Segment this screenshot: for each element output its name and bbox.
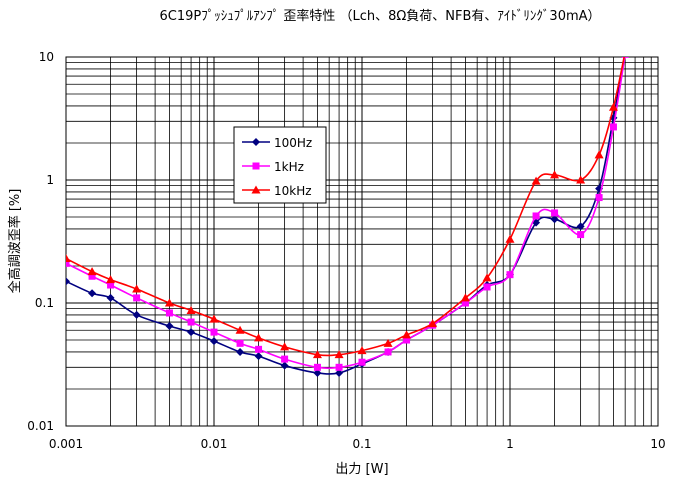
data-point-1khz — [210, 328, 218, 336]
data-point-10khz — [357, 346, 367, 355]
data-point-1khz — [281, 355, 289, 363]
y-tick-label: 0.1 — [35, 296, 54, 310]
legend-label-10khz: 10kHz — [274, 184, 312, 198]
data-point-1khz — [461, 299, 469, 307]
data-point-1khz — [255, 345, 263, 353]
data-point-100hz — [550, 215, 559, 224]
data-point-100hz — [210, 337, 218, 346]
data-point-10khz — [550, 170, 560, 179]
data-point-1khz — [532, 212, 540, 220]
legend: 100Hz 1kHz 10kHz — [233, 126, 327, 204]
data-point-1khz — [577, 231, 585, 239]
x-axis-ticks: 0.001 0.01 0.1 1 10 — [49, 437, 666, 451]
legend-marker-1khz — [252, 162, 260, 170]
data-point-1khz — [335, 363, 343, 371]
data-point-10khz — [235, 325, 245, 334]
y-axis-label: 全高調波歪率 [%] — [7, 189, 23, 294]
data-point-10khz — [106, 275, 116, 284]
data-point-10khz — [505, 234, 515, 243]
x-tick-label: 1 — [506, 437, 514, 451]
y-tick-label: 1 — [46, 173, 54, 187]
data-point-100hz — [280, 361, 289, 370]
data-point-100hz — [165, 322, 174, 331]
data-point-1khz — [236, 339, 244, 347]
data-point-1khz — [66, 259, 70, 267]
data-point-10khz — [576, 175, 586, 184]
data-point-10khz — [312, 350, 322, 359]
grid-lines — [65, 57, 658, 427]
data-point-10khz — [280, 342, 290, 351]
data-point-100hz — [313, 368, 322, 377]
series-layer — [66, 57, 629, 377]
data-point-1khz — [187, 318, 195, 326]
data-point-10khz — [164, 298, 174, 307]
data-point-1khz — [107, 281, 115, 289]
data-point-1khz — [384, 348, 392, 356]
data-point-10khz — [428, 319, 438, 328]
data-point-1khz — [506, 271, 514, 279]
y-tick-label: 0.01 — [27, 419, 54, 433]
data-point-100hz — [88, 289, 97, 298]
data-point-1khz — [313, 363, 321, 371]
data-point-10khz — [209, 314, 219, 323]
data-point-10khz — [186, 305, 196, 314]
legend-label-100hz: 100Hz — [274, 136, 312, 150]
data-point-1khz — [403, 336, 411, 344]
x-tick-label: 0.001 — [49, 437, 83, 451]
data-point-10khz — [87, 267, 97, 276]
data-point-1khz — [609, 123, 617, 131]
data-point-1khz — [621, 57, 629, 58]
x-axis-label: 出力 [W] — [335, 462, 388, 477]
data-point-1khz — [88, 272, 96, 280]
legend-label-1khz: 1kHz — [274, 160, 304, 174]
data-point-10khz — [254, 333, 264, 342]
data-point-100hz — [335, 368, 344, 377]
data-point-100hz — [66, 277, 70, 286]
data-point-1khz — [358, 358, 366, 366]
data-point-1khz — [483, 283, 491, 291]
y-axis-ticks: 0.01 0.1 1 10 — [27, 50, 54, 433]
data-point-10khz — [594, 150, 604, 159]
x-tick-label: 10 — [650, 437, 665, 451]
data-point-1khz — [165, 309, 173, 317]
data-point-10khz — [383, 338, 393, 347]
data-point-10khz — [608, 102, 618, 111]
x-tick-label: 0.01 — [201, 437, 228, 451]
data-point-10khz — [531, 176, 541, 185]
data-point-100hz — [254, 352, 263, 361]
data-point-10khz — [402, 330, 412, 339]
data-point-10khz — [132, 284, 142, 293]
data-point-1khz — [551, 209, 559, 217]
data-point-1khz — [133, 294, 141, 302]
data-point-10khz — [66, 254, 71, 263]
data-point-10khz — [482, 273, 492, 282]
data-point-100hz — [132, 310, 141, 319]
plot-frame — [65, 56, 659, 427]
data-point-100hz — [106, 293, 115, 302]
y-tick-label: 10 — [39, 50, 54, 64]
series-10khz — [66, 57, 625, 359]
data-point-100hz — [576, 222, 585, 231]
x-tick-label: 0.1 — [352, 437, 371, 451]
chart-title: 6C19Pﾌﾟｯｼｭﾌﾟﾙｱﾝﾌﾟ 歪率特性 （Lch、8Ω負荷、NFB有、ｱｲ… — [159, 8, 600, 24]
data-point-10khz — [334, 350, 344, 359]
data-point-100hz — [236, 347, 245, 356]
data-point-10khz — [460, 293, 470, 302]
data-point-100hz — [187, 328, 196, 337]
legend-marker-100hz — [252, 138, 260, 146]
data-point-1khz — [595, 194, 603, 202]
legend-marker-10khz — [251, 185, 261, 194]
